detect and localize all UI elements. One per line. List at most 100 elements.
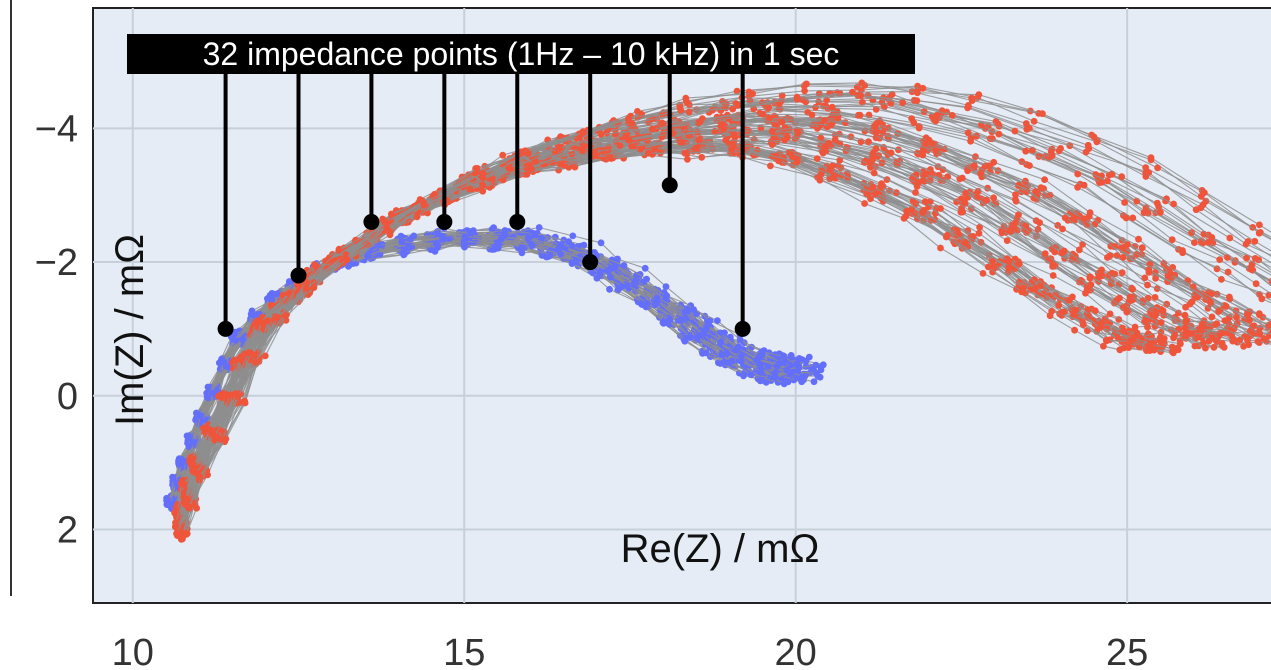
data-point — [1152, 310, 1160, 318]
data-point — [518, 149, 525, 157]
data-point — [826, 167, 834, 174]
data-point — [1039, 110, 1046, 118]
data-point — [438, 232, 446, 240]
data-point — [335, 247, 343, 254]
data-point — [686, 334, 694, 341]
data-point — [1080, 181, 1088, 189]
data-point — [1242, 240, 1250, 248]
data-point — [681, 308, 689, 316]
data-point — [538, 234, 546, 242]
data-point — [1074, 183, 1081, 191]
data-point — [1007, 227, 1015, 234]
data-point — [957, 208, 965, 216]
data-point — [1011, 127, 1019, 135]
data-point — [717, 338, 725, 346]
data-point — [825, 139, 833, 147]
data-point — [413, 213, 421, 221]
data-point — [693, 334, 701, 341]
data-point — [1167, 270, 1174, 277]
data-point — [736, 336, 744, 344]
data-point — [834, 115, 842, 123]
data-point — [684, 155, 691, 163]
data-point — [913, 97, 921, 104]
data-point — [849, 88, 856, 96]
data-point — [1140, 209, 1148, 217]
data-point — [653, 294, 661, 302]
data-point — [1012, 219, 1019, 227]
data-point — [1041, 176, 1048, 184]
data-point — [922, 140, 929, 148]
data-point — [1197, 204, 1205, 212]
data-point — [179, 535, 186, 543]
data-point — [1187, 330, 1195, 337]
data-point — [676, 104, 684, 112]
data-point — [681, 149, 689, 157]
data-point — [691, 318, 699, 326]
data-point — [771, 133, 779, 140]
data-point — [816, 176, 824, 184]
data-point — [1012, 196, 1019, 203]
data-point — [557, 250, 564, 258]
data-point — [1226, 293, 1233, 301]
data-point — [203, 393, 211, 401]
data-point — [628, 120, 636, 127]
data-point — [1108, 269, 1116, 277]
data-point — [937, 244, 944, 252]
data-point — [420, 201, 428, 209]
data-point — [933, 111, 941, 119]
data-point — [1204, 305, 1212, 312]
data-point — [623, 282, 631, 290]
data-point — [919, 177, 927, 185]
data-point — [1212, 336, 1219, 344]
data-point — [899, 99, 906, 107]
data-point — [870, 169, 878, 177]
data-point — [812, 370, 820, 377]
data-point — [1066, 296, 1073, 304]
data-point — [1031, 285, 1039, 293]
data-point — [628, 142, 635, 150]
data-point — [730, 143, 738, 150]
data-point — [1085, 213, 1093, 220]
data-point — [528, 242, 536, 250]
data-point — [1107, 242, 1115, 250]
data-point — [1218, 276, 1225, 283]
data-point — [1236, 336, 1244, 344]
data-point — [728, 357, 736, 365]
data-point — [1233, 313, 1240, 321]
data-point — [758, 348, 766, 356]
data-point — [1048, 307, 1056, 315]
data-point — [1168, 236, 1176, 244]
data-point — [1254, 338, 1262, 345]
data-point — [193, 504, 201, 512]
data-point — [768, 141, 776, 149]
data-point — [1111, 299, 1118, 307]
data-point — [1205, 238, 1212, 246]
data-point — [1058, 249, 1066, 257]
data-point — [1202, 344, 1209, 352]
data-point — [1224, 254, 1231, 261]
data-point — [828, 103, 836, 111]
data-point — [1208, 234, 1216, 241]
data-point — [754, 355, 761, 363]
data-point — [494, 239, 501, 247]
data-point — [241, 397, 249, 405]
data-point — [189, 438, 197, 446]
data-point — [682, 94, 690, 102]
data-point — [955, 230, 963, 238]
data-point — [1147, 308, 1154, 316]
data-point — [865, 138, 872, 146]
data-point — [1083, 286, 1091, 293]
data-point — [1074, 170, 1082, 178]
data-point — [964, 129, 972, 137]
data-point — [561, 245, 569, 253]
data-point — [304, 291, 312, 298]
data-point — [1265, 291, 1271, 299]
data-point — [985, 162, 993, 170]
data-point — [1015, 211, 1022, 219]
data-point — [230, 336, 237, 343]
data-point — [1116, 294, 1123, 302]
data-point — [1243, 254, 1250, 262]
data-point — [1120, 338, 1128, 345]
data-point — [998, 227, 1006, 235]
data-point — [714, 317, 721, 324]
